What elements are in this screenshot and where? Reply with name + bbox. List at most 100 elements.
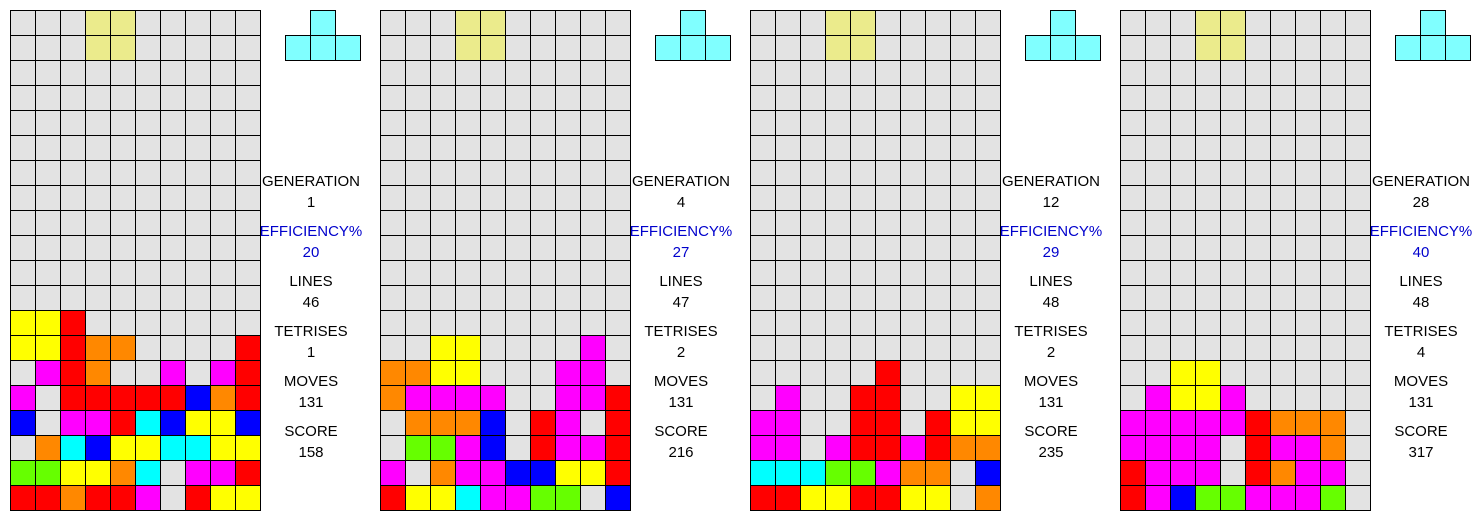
board-cell-empty-gray [976, 11, 1001, 36]
board-cell-empty-gray [606, 211, 631, 236]
board-cell-empty-gray [86, 286, 111, 311]
board-cell-red-block [381, 486, 406, 511]
board-cell-empty-gray [976, 86, 1001, 111]
board-cell-empty-gray [186, 261, 211, 286]
board-cell-empty-gray [851, 261, 876, 286]
board-cell-yellow-block [61, 461, 86, 486]
board-cell-empty-gray [826, 336, 851, 361]
board-cell-empty-gray [1221, 161, 1246, 186]
board-cell-empty-gray [556, 86, 581, 111]
board-cell-empty-gray [1196, 61, 1221, 86]
board-cell-empty-gray [876, 61, 901, 86]
board-cell-empty-gray [751, 286, 776, 311]
efficiency-stat: EFFICIENCY% 27 [622, 221, 740, 271]
efficiency-value: 27 [672, 244, 690, 261]
score-label: SCORE [654, 423, 708, 440]
board-cell-green-block [431, 436, 456, 461]
board-cell-orange-block [951, 436, 976, 461]
board-cell-red-block [111, 486, 136, 511]
board-cell-empty-gray [456, 311, 481, 336]
board-cell-red-block [186, 486, 211, 511]
efficiency-value: 40 [1412, 244, 1430, 261]
board-cell-empty-gray [36, 61, 61, 86]
board-cell-empty-gray [826, 361, 851, 386]
simulation-panel-2: GENERATION 4 EFFICIENCY% 27 LINES 47 TETRISES 2… [370, 0, 740, 520]
board-cell-empty-gray [406, 286, 431, 311]
board-cell-empty-gray [1296, 136, 1321, 161]
board-cell-red-block [876, 361, 901, 386]
board-cell-empty-gray [1121, 86, 1146, 111]
board-cell-green-block [11, 461, 36, 486]
efficiency-stat: EFFICIENCY% 40 [1362, 221, 1480, 271]
board-cell-empty-gray [236, 311, 261, 336]
board-cell-empty-gray [581, 486, 606, 511]
moves-value: 131 [1408, 394, 1434, 411]
board-cell-empty-gray [406, 211, 431, 236]
board-cell-empty-gray [531, 186, 556, 211]
board-cell-empty-gray [431, 161, 456, 186]
preview-piece-cell [1075, 35, 1101, 61]
board-cell-magenta-block [481, 386, 506, 411]
board-cell-empty-gray [1221, 361, 1246, 386]
board-cell-empty-gray [751, 36, 776, 61]
board-cell-empty-gray [1146, 11, 1171, 36]
board-cell-magenta-block [1296, 486, 1321, 511]
score-value: 235 [1038, 444, 1064, 461]
efficiency-value: 20 [302, 244, 320, 261]
board-cell-empty-gray [11, 11, 36, 36]
board-cell-empty-gray [211, 186, 236, 211]
board-cell-empty-gray [406, 86, 431, 111]
board-cell-magenta-block [381, 461, 406, 486]
board-cell-empty-gray [431, 311, 456, 336]
preview-piece-cell [310, 35, 336, 61]
board-cell-empty-gray [431, 61, 456, 86]
board-cell-yellow-block [186, 411, 211, 436]
tetris-board-1 [10, 10, 261, 511]
board-cell-empty-gray [481, 336, 506, 361]
board-cell-magenta-block [86, 411, 111, 436]
board-cell-empty-gray [926, 386, 951, 411]
board-cell-empty-gray [751, 136, 776, 161]
board-cell-empty-gray [1171, 186, 1196, 211]
board-cell-empty-gray [1171, 86, 1196, 111]
board-cell-empty-gray [506, 161, 531, 186]
board-cell-blue-block [161, 411, 186, 436]
board-cell-empty-gray [1246, 36, 1271, 61]
board-cell-empty-gray [851, 311, 876, 336]
board-cell-magenta-block [1296, 436, 1321, 461]
board-cell-empty-gray [456, 136, 481, 161]
board-cell-empty-gray [381, 311, 406, 336]
board-cell-empty-gray [1321, 36, 1346, 61]
board-cell-empty-gray [926, 261, 951, 286]
board-cell-empty-gray [111, 286, 136, 311]
board-cell-magenta-block [211, 461, 236, 486]
board-cell-empty-gray [1121, 61, 1146, 86]
board-cell-orange-block [406, 411, 431, 436]
board-cell-empty-gray [506, 436, 531, 461]
board-cell-magenta-block [481, 461, 506, 486]
board-cell-red-block [1246, 436, 1271, 461]
board-cell-yellow-block [1196, 386, 1221, 411]
board-cell-blue-block [236, 411, 261, 436]
board-cell-orange-block [1271, 411, 1296, 436]
board-cell-empty-gray [481, 311, 506, 336]
board-cell-empty-gray [556, 136, 581, 161]
board-cell-empty-gray [901, 261, 926, 286]
board-cell-green-block [1321, 486, 1346, 511]
board-cell-empty-gray [186, 136, 211, 161]
board-cell-empty-gray [1221, 136, 1246, 161]
board-cell-empty-gray [531, 261, 556, 286]
board-cell-empty-gray [876, 11, 901, 36]
board-cell-empty-gray [1321, 111, 1346, 136]
board-cell-empty-gray [11, 61, 36, 86]
board-cell-empty-gray [776, 36, 801, 61]
board-cell-empty-gray [581, 86, 606, 111]
board-cell-empty-gray [381, 236, 406, 261]
board-cell-empty-gray [111, 211, 136, 236]
board-cell-empty-gray [926, 136, 951, 161]
board-cell-empty-gray [606, 186, 631, 211]
board-cell-empty-gray [111, 311, 136, 336]
board-cell-yellow-block [456, 336, 481, 361]
generation-stat: GENERATION 4 [622, 171, 740, 221]
board-cell-empty-gray [606, 261, 631, 286]
